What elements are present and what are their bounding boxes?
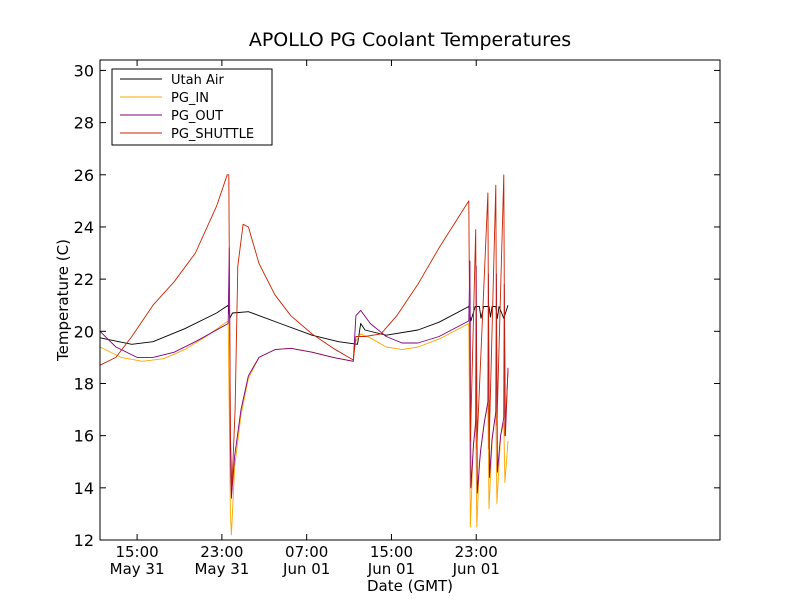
x-tick-time-label: 23:00 [200,543,243,561]
legend-label: PG_IN [171,91,209,106]
y-tick-label: 18 [74,374,94,393]
x-tick-time-label: 15:00 [115,543,158,561]
y-tick-label: 24 [74,218,94,237]
x-tick-time-label: 23:00 [455,543,498,561]
chart-title: APOLLO PG Coolant Temperatures [249,29,571,51]
series-layer [99,174,509,536]
y-tick-label: 16 [74,427,94,446]
legend: Utah Air PG_IN PG_OUT PG_SHUTTLE [111,68,273,146]
legend-label: Utah Air [171,73,224,88]
y-axis-label: Temperature (C) [54,239,72,362]
x-tick-date-label: Jun 01 [367,560,415,578]
x-tick-time-label: 15:00 [370,543,413,561]
y-tick-label: 30 [74,61,94,80]
legend-label: PG_SHUTTLE [171,127,254,142]
x-tick-date-label: Jun 01 [282,560,330,578]
y-tick-label: 14 [74,479,94,498]
y-tick-label: 20 [74,322,94,341]
x-tick-date-label: May 31 [194,560,249,578]
y-tick-label: 26 [74,166,94,185]
plot-frame [99,59,721,541]
legend-box [111,68,273,146]
x-tick-date-label: May 31 [110,560,165,578]
legend-label: PG_OUT [171,109,223,124]
series-line-pg-in [99,320,509,536]
x-axis-label: Date (GMT) [367,577,453,595]
y-tick-label: 22 [74,270,94,289]
y-tick-label: 28 [74,114,94,133]
x-tick-time-label: 07:00 [285,543,328,561]
series-line-pg-shuttle [99,174,509,489]
y-tick-label: 12 [74,531,94,550]
x-tick-date-label: Jun 01 [452,560,500,578]
